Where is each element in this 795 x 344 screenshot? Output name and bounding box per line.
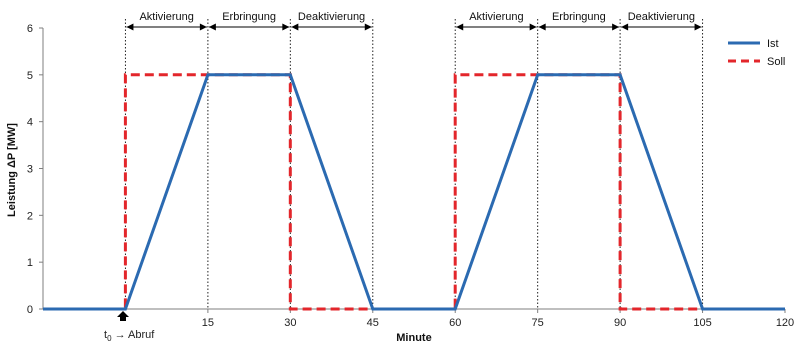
y-tick-label: 1 [27, 257, 33, 269]
y-tick-label: 0 [27, 304, 33, 316]
phase-label: Deaktivierung [628, 11, 695, 23]
x-tick-label: 105 [693, 317, 711, 329]
phase-annotations: Aktivierung Erbringung Deaktivierung Aktivi… [126, 11, 702, 31]
series-layer [43, 73, 785, 311]
phase-label: Aktivierung [139, 11, 193, 23]
legend: Ist Soll [728, 38, 785, 68]
phase-label: Aktivierung [469, 11, 523, 23]
x-axis-title: Minute [396, 332, 431, 344]
x-tick-label: 15 [202, 317, 214, 329]
arrowhead-left-icon [621, 23, 629, 31]
phase-label: Erbringung [222, 11, 276, 23]
arrowhead-left-icon [538, 23, 546, 31]
arrowhead-left-icon [291, 23, 299, 31]
axes [39, 27, 786, 313]
arrowhead-right-icon [694, 23, 702, 31]
x-tick-label: 120 [776, 317, 794, 329]
y-tick-label: 5 [27, 70, 33, 82]
legend-label-ist: Ist [767, 38, 779, 50]
x-tick-label: 75 [532, 317, 544, 329]
series-line-ist [43, 73, 785, 311]
x-tick-label: 90 [614, 317, 626, 329]
y-tick-label: 3 [27, 164, 33, 176]
t0-annotation: t0 → Abruf [104, 311, 155, 343]
arrowhead-right-icon [612, 23, 620, 31]
phase-label: Deaktivierung [298, 11, 365, 23]
y-tick-label: 2 [27, 210, 33, 222]
legend-label-soll: Soll [767, 56, 785, 68]
t0-arrow-icon [117, 311, 129, 321]
t0-label: t0 → Abruf [104, 329, 155, 343]
series-line-soll [43, 73, 785, 311]
arrowhead-left-icon [208, 23, 216, 31]
phase-label: Erbringung [552, 11, 606, 23]
y-tick-label: 6 [27, 23, 33, 35]
y-tick-label: 4 [27, 117, 33, 129]
x-tick-label: 30 [284, 317, 296, 329]
arrowhead-right-icon [529, 23, 537, 31]
arrowhead-right-icon [282, 23, 290, 31]
arrowhead-left-icon [126, 23, 134, 31]
arrowhead-left-icon [456, 23, 464, 31]
arrowhead-right-icon [199, 23, 207, 31]
phase-marker-lines [124, 19, 704, 309]
x-tick-label: 60 [449, 317, 461, 329]
arrowhead-right-icon [364, 23, 372, 31]
y-axis-title: Leistung ΔP [MW] [6, 123, 18, 217]
x-tick-label: 45 [367, 317, 379, 329]
